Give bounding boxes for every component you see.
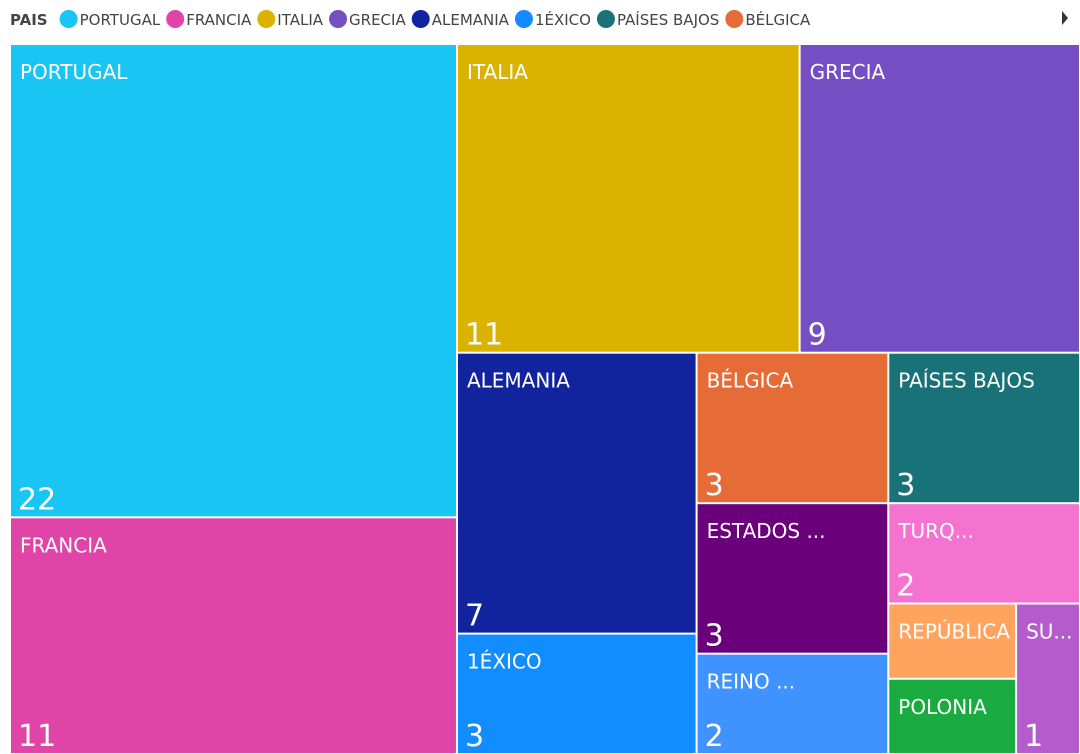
treemap-cell: [11, 45, 456, 517]
cell-label: TURQ...: [897, 519, 974, 543]
treemap-cell: [457, 45, 799, 352]
treemap-cell: [800, 45, 1079, 352]
legend-label: 1ÉXICO: [535, 10, 591, 29]
legend-label: PAÍSES BAJOS: [617, 10, 719, 29]
cell-label: FRANCIA: [20, 533, 107, 557]
cell-label: BÉLGICA: [707, 369, 794, 393]
legend-swatch: [411, 10, 430, 28]
cell-label: PORTUGAL: [20, 60, 128, 84]
cell-label: SU...: [1026, 620, 1072, 644]
treemap-cell: [697, 353, 888, 503]
cell-label: REPÚBLICA ...: [898, 620, 1035, 644]
treemap-cell: [889, 504, 1079, 603]
data-label: 3: [465, 719, 484, 754]
data-label: 11: [18, 719, 56, 754]
data-label: 2: [705, 719, 724, 754]
treemap-cell: [697, 504, 888, 653]
treemap-cell: [457, 353, 696, 633]
legend-label: BÉLGICA: [745, 10, 811, 29]
legend-swatch: [257, 10, 276, 28]
cell-label: ALEMANIA: [467, 369, 570, 393]
data-label: 22: [18, 482, 56, 517]
data-label: 3: [705, 468, 724, 503]
cell-label: POLONIA: [898, 695, 987, 719]
treemap-cell: [1017, 604, 1079, 753]
treemap-cell: [457, 634, 696, 753]
legend-swatch: [514, 10, 533, 28]
cell-label: ITALIA: [467, 60, 528, 84]
data-label: 2: [896, 569, 915, 604]
data-label: 3: [705, 619, 724, 654]
cell-label: ESTADOS ...: [707, 519, 826, 543]
data-label: 9: [808, 318, 827, 353]
data-label: 11: [465, 318, 503, 353]
data-label: 1: [1024, 719, 1043, 754]
cell-label: 1ÉXICO: [467, 650, 542, 674]
legend-scroll-arrow[interactable]: [1062, 11, 1068, 25]
legend-title: PAIS: [10, 11, 48, 29]
cell-label: REINO ...: [707, 670, 796, 694]
treemap-cell: [11, 518, 456, 753]
legend-swatch: [596, 10, 615, 28]
legend-swatch: [59, 10, 78, 28]
legend-swatch: [725, 10, 744, 28]
legend-label: ITALIA: [277, 11, 323, 29]
legend-swatch: [329, 10, 348, 28]
legend-label: PORTUGAL: [80, 11, 161, 29]
data-label: 7: [465, 599, 484, 634]
legend-label: GRECIA: [349, 11, 406, 29]
cell-label: GRECIA: [810, 60, 886, 84]
legend-swatch: [166, 10, 185, 28]
legend-label: FRANCIA: [186, 11, 252, 29]
treemap-cell: [889, 679, 1016, 753]
data-label: 3: [896, 468, 915, 503]
treemap-cell: [697, 654, 888, 753]
legend-label: ALEMANIA: [432, 11, 510, 29]
treemap-cell: [889, 353, 1079, 503]
treemap-cell: [889, 604, 1016, 678]
cell-label: PAÍSES BAJOS: [898, 369, 1034, 393]
